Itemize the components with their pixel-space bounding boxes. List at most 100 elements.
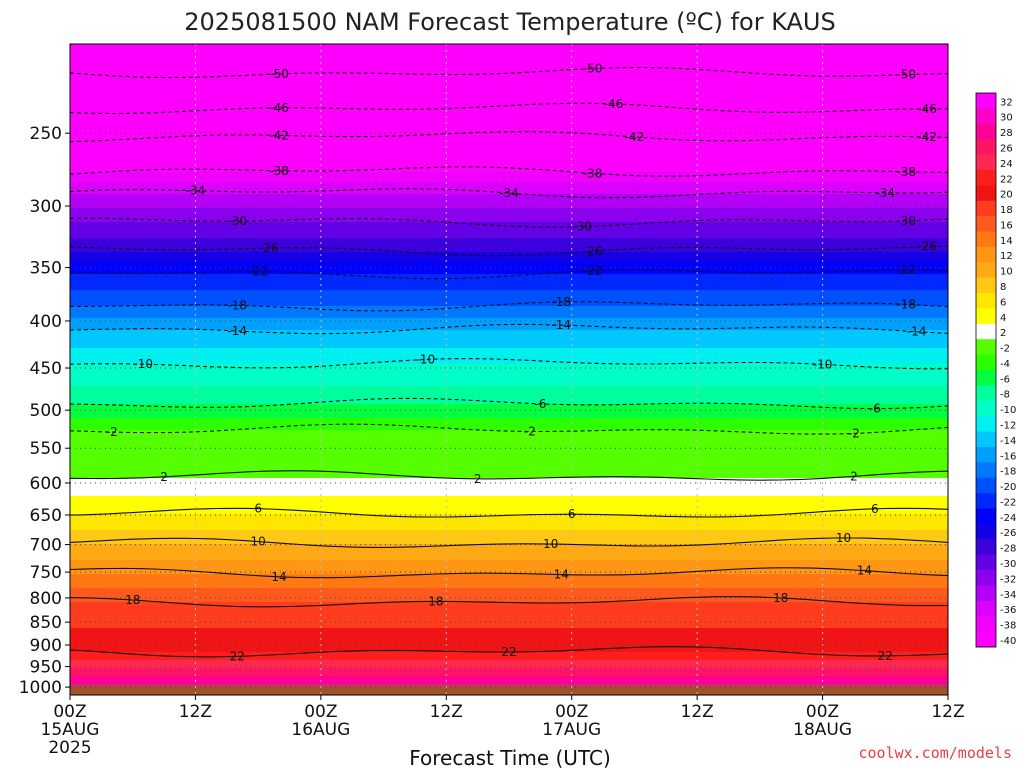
temperature-band [70,54,948,57]
temperature-band [70,48,948,51]
temperature-band [70,262,948,265]
colorbar-label: -2 [1000,344,1010,355]
temperature-band [70,650,948,653]
temperature-band [70,84,948,87]
contour-label: -18 [227,298,247,312]
plot-frame [69,43,949,696]
x-tick-year: 2025 [48,738,91,758]
contour-label: -50 [896,68,916,82]
temperature-band [70,138,948,141]
temperature-band [70,126,948,129]
temperature-band [70,348,948,351]
temperature-band [70,64,948,67]
temperature-band [70,94,948,97]
y-tick-label: 550 [30,439,62,459]
temperature-band [70,430,948,433]
temperature-band [70,662,948,665]
contour-label: -14 [551,318,571,332]
temperature-band [70,160,948,163]
y-tick-label: 650 [30,506,62,526]
temperature-band [70,142,948,145]
temperature-band [70,584,948,587]
temperature-band [70,510,948,513]
temperature-band [70,548,948,551]
temperature-band [70,82,948,85]
temperature-band [70,532,948,535]
temperature-band [70,102,948,105]
temperature-band [70,198,948,201]
temperature-band [70,202,948,205]
temperature-band [70,620,948,623]
temperature-band [70,414,948,417]
temperature-band [70,234,948,237]
temperature-band [70,242,948,245]
temperature-band [70,282,948,285]
colorbar-label: 28 [1000,128,1013,139]
y-tick-label: 750 [30,563,62,583]
colorbar-swatch [976,262,996,278]
temperature-band [70,60,948,63]
temperature-band [70,658,948,661]
colorbar-label: 22 [1000,174,1013,185]
colorbar-label: -18 [1000,467,1016,478]
temperature-band [70,622,948,625]
y-tick-label: 350 [30,259,62,279]
temperature-band [70,110,948,113]
temperature-band [70,164,948,167]
colorbar-swatch [976,431,996,448]
x-tick-label: 00Z [806,702,839,722]
temperature-band [70,436,948,439]
temperature-band [70,680,948,683]
colorbar-swatch [976,154,996,171]
colorbar-swatch [976,600,996,617]
temperature-band [70,364,948,367]
temperature-band [70,636,948,639]
colorbar-swatch [976,246,996,263]
temperature-band [70,76,948,79]
temperature-band [70,314,948,317]
contour-label: -10 [813,357,833,371]
temperature-band [70,200,948,203]
temperature-band [70,188,948,191]
colorbar-swatch [976,508,996,525]
colorbar-swatch [976,493,996,509]
contour-line [69,567,949,579]
temperature-band [70,218,948,221]
temperature-band [70,186,948,189]
temperature-band [70,232,948,235]
temperature-band [70,50,948,53]
contour-label: 18 [125,593,140,607]
colorbar-swatch [976,354,996,371]
temperature-band [70,324,948,327]
temperature-band [70,530,948,533]
temperature-band [70,214,948,217]
contour-label: 14 [554,568,569,582]
contour-label: -42 [625,130,645,144]
temperature-band [70,260,948,263]
temperature-band [70,310,948,313]
temperature-band [70,182,948,185]
temperature-band [70,412,948,415]
x-tick-label: 00Z [304,702,337,722]
temperature-band [70,464,948,467]
temperature-band [70,266,948,269]
temperature-band [70,306,948,309]
contour-label: -38 [896,165,916,179]
colorbar-label: 4 [1000,313,1006,324]
temperature-band [70,368,948,371]
colorbar-label: 6 [1000,297,1006,308]
contour-label: -26 [917,240,937,254]
temperature-band [70,248,948,251]
colorbar-label: 14 [1000,236,1013,247]
temperature-band [70,520,948,523]
temperature-band [70,52,948,55]
temperature-band [70,578,948,581]
temperature-band [70,618,948,621]
colorbar-swatch [976,277,996,294]
temperature-band [70,632,948,635]
colorbar: 32 30 28 26 24 22 20 18 16 14 12 10 8 6 4 2 -2 -4 -6 -8 -10 -… [975,92,1016,648]
temperature-band [70,492,948,495]
temperature-band [70,194,948,197]
contour-lines: -50 -50 -50-46 -46 -46-42 -42 -42-38 -38 -38-34-… [69,62,949,663]
temperature-band [70,490,948,493]
